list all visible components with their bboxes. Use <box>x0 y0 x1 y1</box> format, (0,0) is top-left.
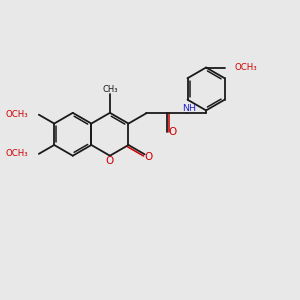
Text: NH: NH <box>182 104 196 113</box>
Text: OCH₃: OCH₃ <box>5 149 28 158</box>
Text: OCH₃: OCH₃ <box>5 110 28 119</box>
Text: O: O <box>145 152 153 162</box>
Text: O: O <box>169 127 177 137</box>
Text: O: O <box>106 156 114 167</box>
Text: OCH₃: OCH₃ <box>235 63 257 72</box>
Text: CH₃: CH₃ <box>102 85 118 94</box>
